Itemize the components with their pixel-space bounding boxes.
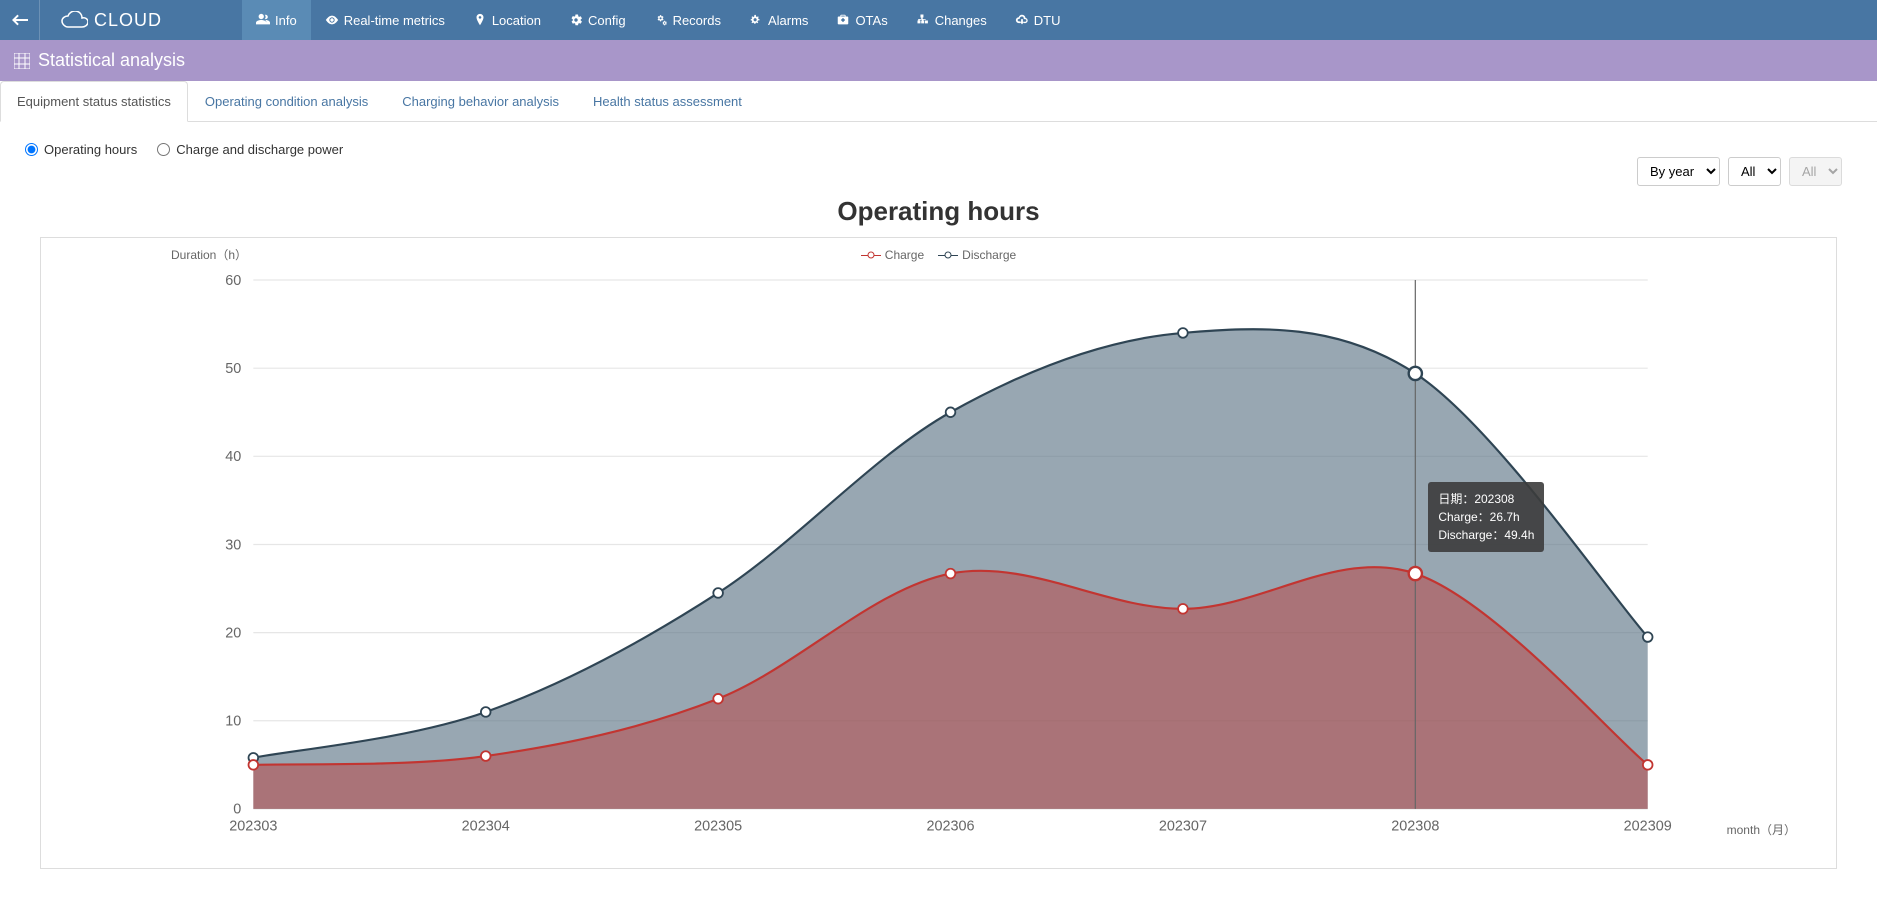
nav-alarms[interactable]: Alarms [735, 0, 822, 40]
x-axis-label: month（月） [1727, 821, 1796, 838]
back-button[interactable] [0, 0, 40, 40]
svg-text:202304: 202304 [462, 819, 510, 835]
svg-text:202305: 202305 [694, 819, 742, 835]
grid-icon [14, 53, 30, 69]
bug-icon [749, 13, 763, 27]
nav-label: Alarms [768, 13, 808, 28]
nav-label: Real-time metrics [344, 13, 445, 28]
nav-info[interactable]: Info [242, 0, 311, 40]
nav-items: Info Real-time metrics Location Config Recor… [242, 0, 1074, 40]
tab-charging-behavior-analysis[interactable]: Charging behavior analysis [385, 81, 576, 122]
gears-icon [654, 13, 668, 27]
period-select[interactable]: By year [1637, 157, 1720, 186]
tab-equipment-status-statistics[interactable]: Equipment status statistics [0, 81, 188, 122]
legend-discharge[interactable]: Discharge [938, 248, 1016, 262]
logo: CLOUD [40, 10, 182, 31]
filters: By year All All [25, 157, 1852, 186]
legend-charge[interactable]: Charge [861, 248, 924, 262]
radio-row: Operating hours Charge and discharge powe… [25, 142, 1852, 157]
chart-svg: 0 10 20 30 40 50 60 202303 202304 202305 202306 202… [61, 268, 1816, 845]
svg-text:0: 0 [233, 802, 241, 818]
users-icon [256, 13, 270, 27]
nav-label: Config [588, 13, 626, 28]
nav-dtu[interactable]: DTU [1001, 0, 1075, 40]
nav-label: Records [673, 13, 721, 28]
logo-text: CLOUD [94, 10, 162, 31]
nav-real-time-metrics[interactable]: Real-time metrics [311, 0, 459, 40]
legend-marker [861, 250, 881, 260]
eye-icon [325, 13, 339, 27]
svg-text:202308: 202308 [1391, 819, 1439, 835]
filter1-select[interactable]: All [1728, 157, 1781, 186]
tab-operating-condition-analysis[interactable]: Operating condition analysis [188, 81, 385, 122]
medkit-icon [836, 13, 850, 27]
nav-label: Changes [935, 13, 987, 28]
svg-text:20: 20 [225, 625, 241, 641]
svg-text:40: 40 [225, 449, 241, 465]
nav-otas[interactable]: OTAs [822, 0, 901, 40]
chart-container: Duration（h） Charge Discharge 0 10 20 30 40 50 6… [40, 237, 1837, 869]
nav-label: Info [275, 13, 297, 28]
svg-text:60: 60 [225, 273, 241, 289]
radio-label: Operating hours [44, 142, 137, 157]
legend-marker [938, 250, 958, 260]
page-title: Statistical analysis [38, 50, 185, 71]
svg-text:10: 10 [225, 714, 241, 730]
topbar: CLOUD Info Real-time metrics Location Confi… [0, 0, 1877, 40]
nav-changes[interactable]: Changes [902, 0, 1001, 40]
svg-text:202309: 202309 [1624, 819, 1672, 835]
tabs: Equipment status statisticsOperating con… [0, 81, 1877, 122]
svg-text:30: 30 [225, 537, 241, 553]
radio-input[interactable] [157, 143, 170, 156]
svg-text:202307: 202307 [1159, 819, 1207, 835]
nav-config[interactable]: Config [555, 0, 640, 40]
filter2-select[interactable]: All [1789, 157, 1842, 186]
chart-legend: Charge Discharge [61, 248, 1816, 262]
content: Operating hours Charge and discharge powe… [0, 122, 1877, 899]
y-axis-label: Duration（h） [171, 246, 247, 263]
cloud-icon [60, 11, 88, 29]
gear-icon [569, 13, 583, 27]
chart-title: Operating hours [25, 196, 1852, 227]
cloud-down-icon [1015, 13, 1029, 27]
svg-text:50: 50 [225, 361, 241, 377]
sitemap-icon [916, 13, 930, 27]
nav-records[interactable]: Records [640, 0, 735, 40]
nav-label: OTAs [855, 13, 887, 28]
legend-label: Charge [885, 248, 924, 262]
arrow-left-icon [12, 14, 28, 26]
tab-health-status-assessment[interactable]: Health status assessment [576, 81, 759, 122]
nav-label: DTU [1034, 13, 1061, 28]
radio-label: Charge and discharge power [176, 142, 343, 157]
radio-operating-hours[interactable]: Operating hours [25, 142, 137, 157]
pin-icon [473, 13, 487, 27]
nav-location[interactable]: Location [459, 0, 555, 40]
radio-charge-and-discharge-power[interactable]: Charge and discharge power [157, 142, 343, 157]
nav-label: Location [492, 13, 541, 28]
svg-text:202306: 202306 [926, 819, 974, 835]
radio-input[interactable] [25, 143, 38, 156]
svg-text:202303: 202303 [229, 819, 277, 835]
page-header: Statistical analysis [0, 40, 1877, 81]
legend-label: Discharge [962, 248, 1016, 262]
